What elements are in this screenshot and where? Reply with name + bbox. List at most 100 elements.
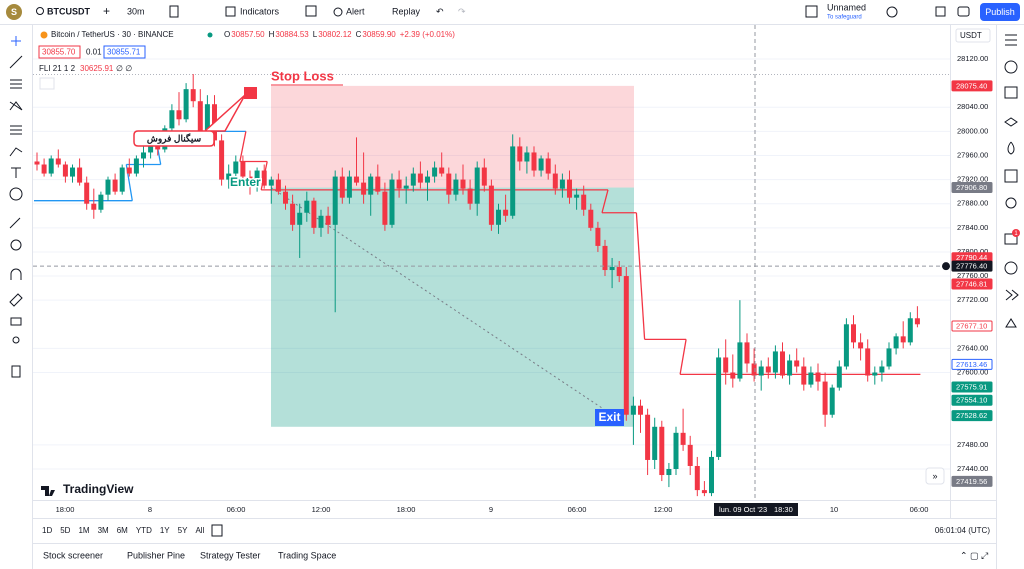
interval[interactable]: 30m — [127, 6, 145, 16]
streams-icon[interactable] — [1004, 261, 1018, 275]
text-tool[interactable] — [11, 167, 21, 178]
ohlc-key: C — [356, 30, 362, 39]
currency-box[interactable] — [955, 28, 991, 43]
range-button[interactable]: 1D — [42, 526, 52, 535]
candle-body — [730, 372, 736, 379]
brush-tool[interactable] — [9, 147, 23, 157]
range-button[interactable]: 1M — [78, 526, 89, 535]
tab[interactable]: Stock screener — [43, 550, 103, 560]
logo-mark — [41, 486, 55, 496]
pattern-tool[interactable] — [9, 101, 23, 111]
candle-body — [503, 209, 509, 216]
alert-icon[interactable] — [333, 7, 343, 17]
tab[interactable]: Publisher Pine — [127, 550, 185, 560]
candle-body — [851, 324, 856, 343]
bid-box[interactable] — [38, 45, 81, 59]
add-symbol[interactable]: + — [103, 4, 110, 18]
symbol[interactable]: BTCUSDT — [47, 6, 90, 16]
lock-drawing-tool[interactable] — [9, 293, 23, 307]
publish-button[interactable] — [980, 3, 1020, 21]
hotlist-icon[interactable] — [1007, 141, 1015, 155]
currency: USDT — [960, 31, 982, 40]
range-button[interactable]: 6M — [117, 526, 128, 535]
price-label: 28075.40 — [956, 81, 987, 90]
indicators-icon[interactable] — [225, 6, 236, 17]
ideas-icon[interactable] — [1005, 197, 1017, 209]
crosshair-time-box — [714, 503, 798, 516]
fib-tool[interactable] — [10, 79, 22, 89]
price-label: 27776.40 — [956, 262, 987, 271]
tab[interactable]: Trading Space — [278, 550, 336, 560]
indicators-button[interactable]: Indicators — [240, 6, 280, 16]
candle-body — [375, 176, 381, 192]
y-tick-label: 27600.00 — [957, 368, 988, 377]
ask-box[interactable] — [103, 45, 146, 59]
candle-body — [645, 414, 651, 460]
crosshair-marker — [942, 262, 950, 271]
replay-icon[interactable] — [1005, 289, 1019, 301]
trail-step — [239, 131, 247, 162]
delete-tool[interactable] — [11, 365, 21, 378]
icon-tool[interactable] — [9, 187, 23, 201]
measure-tool[interactable] — [9, 217, 21, 229]
range-button[interactable]: YTD — [136, 526, 152, 535]
signal-bubble — [133, 94, 246, 147]
range-button[interactable]: 5D — [60, 526, 70, 535]
search-icon[interactable] — [36, 7, 44, 15]
price-label-box — [951, 381, 993, 393]
templates-icon[interactable] — [305, 5, 317, 17]
range-button[interactable]: 1Y — [160, 526, 170, 535]
goto-date[interactable] — [211, 524, 223, 537]
tab[interactable]: Strategy Tester — [200, 550, 260, 560]
y-tick-label: 27840.00 — [957, 223, 988, 232]
chat-icon[interactable] — [1004, 233, 1018, 245]
y-tick-label: 28000.00 — [957, 126, 988, 135]
range-button[interactable]: 5Y — [178, 526, 188, 535]
watchlist-icon[interactable] — [1005, 34, 1017, 46]
layers-icon[interactable] — [1004, 117, 1018, 127]
trendline-tool[interactable] — [9, 55, 23, 69]
stop-loss-label: Stop Loss — [271, 68, 334, 83]
candle-body — [325, 215, 331, 225]
avatar[interactable] — [6, 4, 22, 20]
layout-name[interactable]: Unnamed — [827, 2, 866, 12]
alert-button[interactable]: Alert — [346, 6, 365, 16]
candle-body — [623, 276, 629, 415]
candle-body — [141, 152, 146, 159]
replay-button[interactable]: Replay — [392, 6, 421, 16]
collapse-legend[interactable] — [39, 77, 55, 90]
scroll-right[interactable] — [925, 467, 945, 485]
candle-body — [638, 405, 643, 415]
bid: 30855.70 — [42, 48, 76, 57]
price-label-box — [951, 475, 993, 487]
panel-controls[interactable]: ⌃ ▢ ⤢ — [960, 550, 988, 560]
undo[interactable]: ↶ — [436, 6, 444, 16]
crosshair-tool[interactable] — [11, 36, 21, 46]
data-window-icon[interactable] — [1004, 86, 1018, 99]
notifications-icon[interactable] — [1005, 318, 1017, 328]
candle-body — [204, 104, 210, 135]
candle-body — [190, 89, 196, 102]
magnet-tool[interactable] — [10, 268, 22, 280]
settings-icon[interactable] — [886, 6, 898, 18]
calendar-icon[interactable] — [1004, 169, 1018, 183]
candle-body — [545, 158, 551, 174]
alerts-icon[interactable] — [1004, 60, 1018, 74]
candle-body — [865, 348, 871, 376]
candle-body — [219, 140, 225, 180]
hide-tool[interactable] — [12, 336, 20, 344]
price-label-box — [951, 394, 993, 406]
range-button[interactable]: All — [195, 526, 204, 535]
snapshot-icon[interactable] — [957, 6, 970, 17]
zoom-tool[interactable] — [10, 239, 22, 251]
lock-tool[interactable] — [10, 317, 22, 326]
candle-body — [801, 366, 807, 385]
candle-body — [552, 173, 558, 189]
range-button[interactable]: 3M — [98, 526, 109, 535]
redo[interactable]: ↷ — [458, 6, 466, 16]
time-label: 12:00 — [312, 505, 331, 514]
fullscreen-icon[interactable] — [935, 6, 946, 17]
chart-type-icon[interactable] — [169, 5, 179, 18]
projection-tool[interactable] — [10, 125, 22, 135]
layout-icon[interactable] — [805, 5, 818, 18]
